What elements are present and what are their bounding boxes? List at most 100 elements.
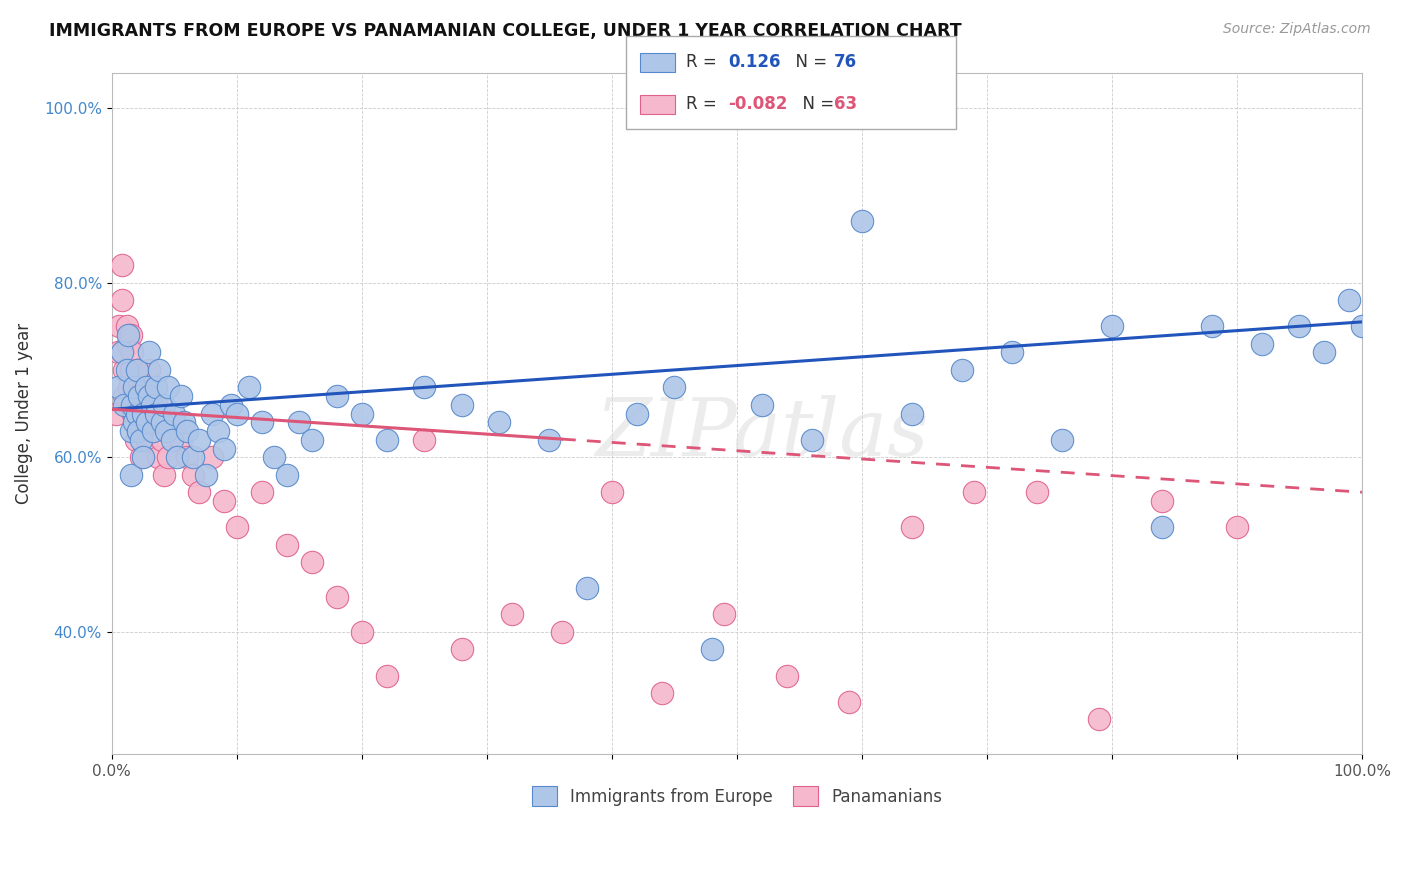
Point	[276, 538, 298, 552]
Point	[127, 424, 149, 438]
Point	[135, 380, 157, 394]
Point	[181, 467, 204, 482]
Point	[219, 398, 242, 412]
Point	[124, 407, 146, 421]
Point	[901, 407, 924, 421]
Point	[488, 415, 510, 429]
Text: N =: N =	[785, 54, 832, 71]
Point	[127, 424, 149, 438]
Point	[163, 415, 186, 429]
Point	[138, 389, 160, 403]
Point	[115, 319, 138, 334]
Point	[107, 380, 129, 394]
Point	[1050, 433, 1073, 447]
Point	[117, 336, 139, 351]
Text: 0.126: 0.126	[728, 54, 780, 71]
Point	[124, 433, 146, 447]
Point	[129, 433, 152, 447]
Point	[800, 433, 823, 447]
Point	[181, 450, 204, 465]
Point	[160, 433, 183, 447]
Point	[375, 433, 398, 447]
Point	[169, 433, 191, 447]
Point	[135, 433, 157, 447]
Point	[111, 293, 134, 307]
Point	[1251, 336, 1274, 351]
Text: R =: R =	[686, 54, 723, 71]
Point	[1088, 712, 1111, 726]
Point	[117, 328, 139, 343]
Point	[1150, 520, 1173, 534]
Point	[551, 624, 574, 639]
Point	[125, 363, 148, 377]
Point	[326, 590, 349, 604]
Point	[124, 380, 146, 394]
Point	[166, 450, 188, 465]
Point	[413, 433, 436, 447]
Point	[1026, 485, 1049, 500]
Point	[153, 398, 176, 412]
Point	[776, 668, 799, 682]
Point	[107, 345, 129, 359]
Point	[163, 407, 186, 421]
Point	[276, 467, 298, 482]
Point	[111, 345, 134, 359]
Point	[326, 389, 349, 403]
Text: ZIPatlas: ZIPatlas	[595, 395, 929, 473]
Point	[148, 363, 170, 377]
Point	[138, 363, 160, 377]
Point	[350, 624, 373, 639]
Point	[1339, 293, 1361, 307]
Y-axis label: College, Under 1 year: College, Under 1 year	[15, 323, 32, 504]
Point	[111, 258, 134, 272]
Text: R =: R =	[686, 95, 723, 113]
Point	[600, 485, 623, 500]
Point	[301, 555, 323, 569]
Point	[1001, 345, 1024, 359]
Point	[121, 345, 143, 359]
Point	[250, 485, 273, 500]
Point	[146, 450, 169, 465]
Point	[122, 407, 145, 421]
Point	[901, 520, 924, 534]
Point	[150, 433, 173, 447]
Point	[125, 389, 148, 403]
Point	[145, 380, 167, 394]
Point	[201, 450, 224, 465]
Legend: Immigrants from Europe, Panamanians: Immigrants from Europe, Panamanians	[523, 778, 950, 814]
Point	[188, 433, 211, 447]
Point	[157, 380, 180, 394]
Point	[132, 380, 155, 394]
Point	[157, 450, 180, 465]
Point	[451, 642, 474, 657]
Point	[138, 345, 160, 359]
Point	[129, 450, 152, 465]
Point	[138, 389, 160, 403]
Point	[575, 581, 598, 595]
Point	[501, 607, 523, 622]
Point	[207, 424, 229, 438]
Text: Source: ZipAtlas.com: Source: ZipAtlas.com	[1223, 22, 1371, 37]
Point	[153, 467, 176, 482]
Point	[375, 668, 398, 682]
Point	[155, 424, 177, 438]
Point	[1288, 319, 1310, 334]
Point	[132, 407, 155, 421]
Point	[626, 407, 648, 421]
Point	[121, 398, 143, 412]
Text: IMMIGRANTS FROM EUROPE VS PANAMANIAN COLLEGE, UNDER 1 YEAR CORRELATION CHART: IMMIGRANTS FROM EUROPE VS PANAMANIAN COL…	[49, 22, 962, 40]
Point	[145, 398, 167, 412]
Point	[1351, 319, 1374, 334]
Text: 76: 76	[834, 54, 856, 71]
Point	[134, 407, 156, 421]
Point	[851, 214, 873, 228]
Point	[664, 380, 686, 394]
Point	[145, 407, 167, 421]
Point	[120, 363, 142, 377]
Point	[350, 407, 373, 421]
Point	[713, 607, 735, 622]
Point	[120, 424, 142, 438]
Point	[131, 415, 153, 429]
Point	[124, 380, 146, 394]
Point	[1201, 319, 1223, 334]
